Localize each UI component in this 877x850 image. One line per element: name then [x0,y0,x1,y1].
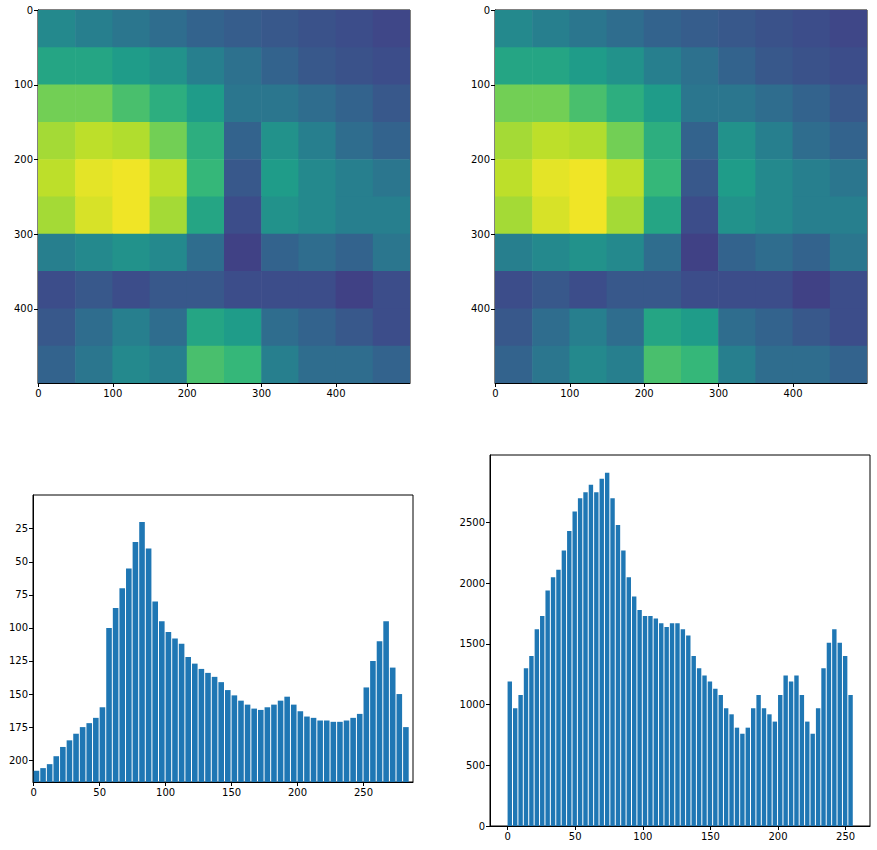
svg-text:50: 50 [569,831,582,842]
svg-text:150: 150 [701,831,720,842]
svg-text:100: 100 [9,622,28,633]
svg-text:0: 0 [35,388,41,399]
svg-text:50: 50 [93,787,106,798]
svg-text:2500: 2500 [460,517,485,528]
svg-text:175: 175 [9,722,28,733]
svg-text:150: 150 [9,689,28,700]
svg-text:0: 0 [30,787,36,798]
svg-text:100: 100 [103,388,122,399]
svg-text:200: 200 [288,787,307,798]
svg-text:200: 200 [471,154,490,165]
svg-text:300: 300 [709,388,728,399]
svg-text:2000: 2000 [460,578,485,589]
svg-text:150: 150 [222,787,241,798]
svg-text:0: 0 [484,5,490,16]
svg-text:0: 0 [504,831,510,842]
svg-text:100: 100 [560,388,579,399]
svg-text:1000: 1000 [460,699,485,710]
svg-text:50: 50 [15,556,28,567]
svg-text:250: 250 [354,787,373,798]
svg-text:100: 100 [471,79,490,90]
svg-text:250: 250 [836,831,855,842]
svg-text:100: 100 [633,831,652,842]
svg-text:500: 500 [466,760,485,771]
svg-text:100: 100 [14,79,33,90]
svg-text:1500: 1500 [460,638,485,649]
svg-text:100: 100 [156,787,175,798]
svg-text:400: 400 [14,303,33,314]
svg-text:0: 0 [27,5,33,16]
svg-text:400: 400 [471,303,490,314]
svg-text:0: 0 [479,821,485,832]
svg-text:300: 300 [471,229,490,240]
svg-text:75: 75 [15,589,28,600]
svg-text:200: 200 [635,388,654,399]
svg-text:125: 125 [9,655,28,666]
svg-text:400: 400 [783,388,802,399]
svg-text:200: 200 [9,755,28,766]
svg-text:200: 200 [178,388,197,399]
svg-text:200: 200 [768,831,787,842]
svg-text:300: 300 [252,388,271,399]
svg-text:200: 200 [14,154,33,165]
svg-text:400: 400 [326,388,345,399]
svg-text:0: 0 [492,388,498,399]
svg-text:25: 25 [15,523,28,534]
svg-text:300: 300 [14,229,33,240]
